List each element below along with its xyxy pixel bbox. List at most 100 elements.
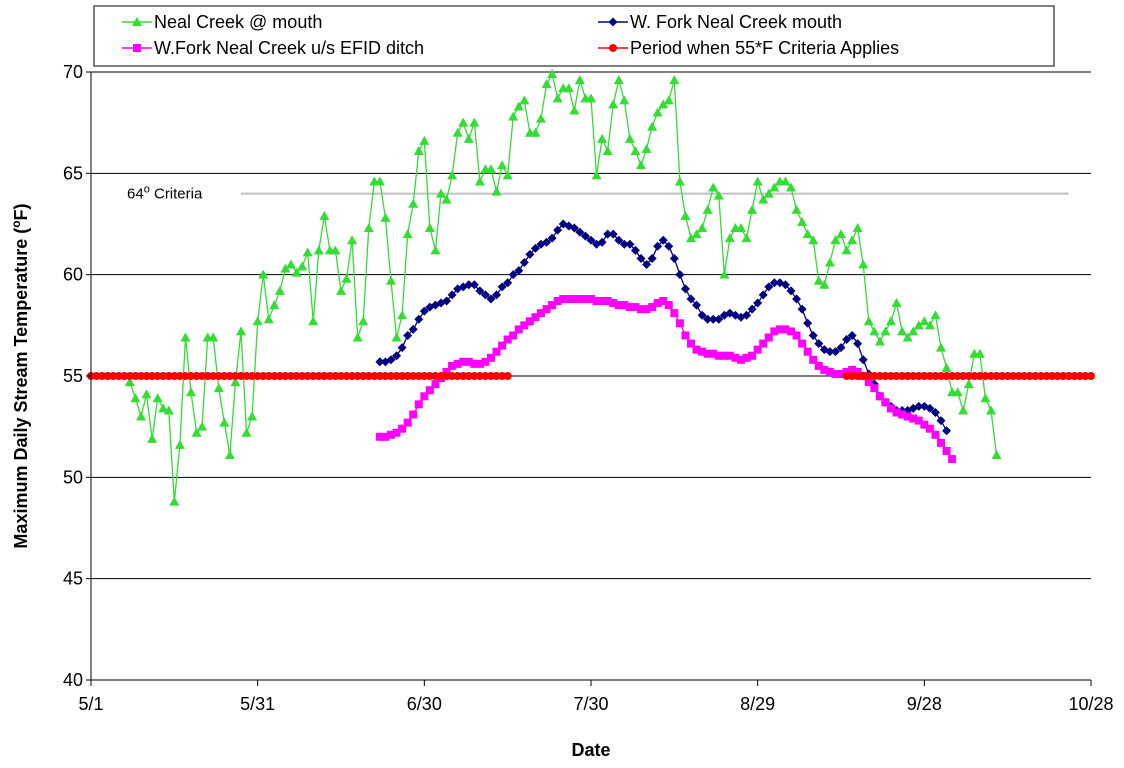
data-point: [397, 310, 408, 320]
data-point: [442, 367, 451, 376]
data-point: [270, 372, 279, 380]
data-point: [475, 372, 484, 380]
data-point: [209, 372, 218, 380]
data-point: [203, 372, 212, 380]
data-point: [563, 83, 574, 93]
data-point: [437, 372, 445, 380]
data-point: [942, 426, 952, 436]
data-point: [286, 259, 296, 269]
data-point: [1075, 372, 1084, 380]
y-tick-label: 45: [63, 569, 83, 589]
data-point: [397, 343, 407, 353]
data-point: [620, 301, 629, 310]
data-point: [780, 176, 791, 186]
data-point: [675, 319, 684, 328]
data-point: [825, 347, 835, 357]
data-point: [608, 99, 619, 109]
data-point: [720, 351, 729, 360]
data-point: [141, 389, 152, 399]
x-tick-label: 8/29: [740, 694, 775, 714]
x-tick-label: 10/28: [1068, 694, 1113, 714]
data-point: [447, 170, 458, 180]
data-point: [642, 305, 651, 314]
data-point: [481, 372, 490, 380]
data-point: [353, 372, 362, 380]
data-point: [569, 105, 580, 115]
data-point: [187, 372, 195, 380]
data-point: [481, 357, 490, 366]
data-point: [703, 314, 713, 324]
data-point: [519, 95, 530, 105]
data-point: [313, 245, 324, 255]
data-point: [109, 372, 118, 380]
data-point: [641, 144, 652, 154]
data-point: [1014, 372, 1023, 380]
data-point: [297, 261, 308, 271]
data-point: [787, 327, 795, 336]
data-point: [824, 257, 835, 267]
data-point: [909, 372, 918, 380]
data-point: [870, 384, 879, 393]
data-point: [808, 330, 818, 340]
data-point: [503, 335, 512, 344]
data-point: [508, 270, 518, 280]
data-point: [808, 235, 819, 245]
data-point: [536, 113, 546, 123]
data-point: [352, 332, 363, 342]
data-point: [803, 318, 813, 328]
data-point: [553, 225, 563, 235]
data-point: [986, 405, 996, 415]
data-point: [174, 439, 185, 449]
data-point: [809, 355, 818, 364]
data-point: [375, 357, 385, 367]
data-point: [502, 170, 513, 180]
data-point: [1048, 372, 1057, 380]
data-point: [336, 285, 346, 295]
data-point: [603, 229, 613, 239]
y-tick-label: 40: [63, 670, 83, 690]
data-point: [647, 121, 658, 131]
data-point: [937, 372, 945, 380]
data-point: [925, 403, 935, 413]
data-point: [403, 330, 413, 340]
data-point: [469, 280, 479, 290]
data-point: [375, 372, 384, 380]
data-point: [786, 182, 796, 192]
data-point: [858, 355, 868, 365]
data-point: [747, 304, 757, 314]
data-point: [380, 212, 391, 222]
data-point: [475, 359, 484, 368]
data-point: [197, 421, 208, 431]
data-point: [937, 438, 945, 447]
data-point: [464, 280, 474, 290]
data-point: [781, 325, 790, 334]
series-circle-3: [87, 372, 1095, 380]
data-point: [619, 95, 630, 105]
data-point: [214, 372, 223, 380]
data-point: [552, 93, 563, 103]
tick-labels: 40 45 50 55 60 65 70 5/1 5/31 6/30 7/30 8/29 9/28 10/…: [63, 62, 1114, 714]
data-point: [519, 258, 529, 268]
data-point: [842, 367, 851, 376]
data-point: [180, 332, 191, 342]
legend-swatch-marker: [609, 44, 617, 52]
annotations: 64o Criteria: [127, 184, 1069, 203]
data-point: [752, 176, 763, 186]
data-point: [230, 377, 241, 387]
data-point: [486, 164, 496, 174]
data-point: [259, 372, 268, 380]
data-point: [148, 372, 157, 380]
data-point: [637, 305, 645, 314]
series-triangle-0: [124, 69, 1002, 506]
data-point: [669, 253, 679, 263]
data-point: [442, 372, 451, 380]
data-point: [224, 450, 235, 460]
data-point: [975, 372, 984, 380]
data-point: [753, 345, 762, 354]
data-point: [252, 316, 263, 326]
data-point: [698, 347, 707, 356]
data-point: [1064, 372, 1073, 380]
data-point: [924, 320, 935, 330]
data-point: [130, 393, 141, 403]
data-point: [864, 372, 873, 380]
